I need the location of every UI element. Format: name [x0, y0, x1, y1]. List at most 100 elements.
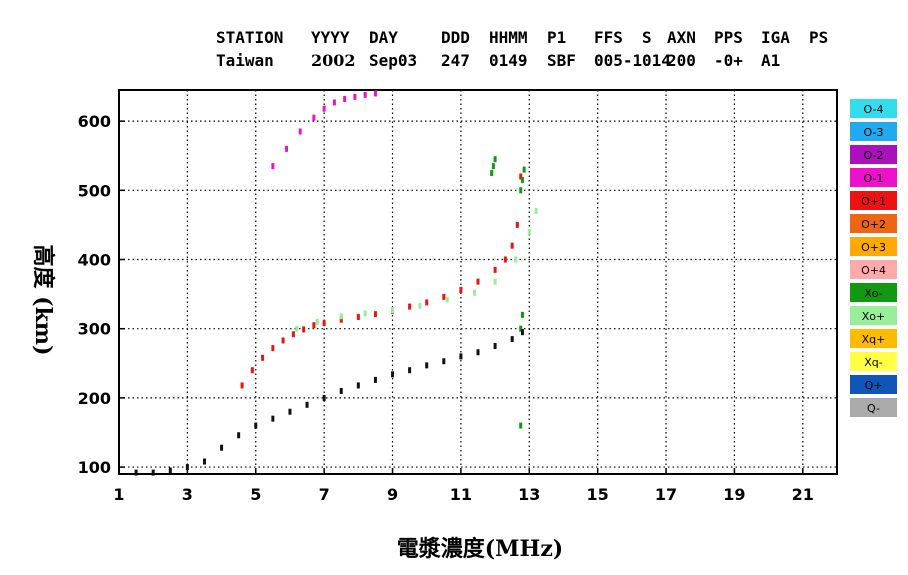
data-point — [510, 336, 514, 343]
data-point — [363, 91, 367, 98]
data-point — [271, 163, 275, 170]
data-point — [520, 311, 524, 318]
data-point — [295, 325, 299, 332]
legend-swatch — [850, 237, 897, 256]
y-ticks: 100 200 300 400 500 600 — [78, 112, 111, 477]
legend-swatch — [850, 375, 897, 394]
x-tick-label: 17 — [655, 485, 677, 504]
y-tick-label: 600 — [78, 112, 111, 131]
y-tick-label: 100 — [78, 458, 111, 477]
data-point — [493, 343, 497, 349]
data-point — [312, 322, 316, 329]
header-value: Taiwan — [216, 51, 274, 70]
header-label: P1 — [547, 28, 566, 47]
data-point — [339, 316, 343, 323]
data-point — [491, 163, 495, 170]
legend-label: O+2 — [861, 218, 886, 231]
legend-label: O-3 — [864, 126, 884, 139]
data-point — [459, 353, 463, 360]
header-label: IGA — [761, 28, 790, 47]
data-point — [202, 458, 206, 465]
data-point — [493, 156, 497, 163]
legend-swatch — [850, 260, 897, 279]
data-point — [271, 345, 275, 352]
y-tick-label: 200 — [78, 389, 111, 408]
data-point — [408, 367, 412, 374]
y-tick-label: 300 — [78, 320, 111, 339]
legend-swatch — [850, 214, 897, 233]
header-value: 014 — [642, 51, 671, 70]
data-point — [356, 313, 360, 320]
data-point — [522, 166, 526, 173]
legend-label: O-2 — [864, 149, 884, 162]
x-tick-label: 5 — [250, 485, 261, 504]
data-point — [305, 401, 309, 408]
x-tick-label: 21 — [792, 485, 814, 504]
x-tick-label: 3 — [182, 485, 193, 504]
legend-label: Xo- — [864, 287, 882, 300]
data-point — [520, 176, 524, 183]
x-tick-label: 15 — [587, 485, 609, 504]
data-point — [322, 320, 326, 327]
data-point — [391, 371, 395, 378]
header-value: 005-1 — [594, 51, 642, 70]
header-label: AXN — [667, 28, 696, 47]
data-point — [250, 367, 254, 374]
data-points — [134, 90, 538, 476]
header-value: Sep03 — [369, 51, 417, 70]
legend-swatch — [850, 329, 897, 348]
series-o-1 — [271, 90, 377, 170]
header-value: SBF — [547, 51, 576, 70]
data-point — [442, 358, 446, 365]
header-label: PS — [809, 28, 828, 47]
x-tick-label: 1 — [113, 485, 124, 504]
data-point — [373, 376, 377, 383]
data-point — [520, 329, 524, 336]
data-point — [291, 331, 295, 338]
data-point — [519, 422, 523, 429]
header-label: FFS — [594, 28, 623, 47]
data-point — [281, 337, 285, 344]
data-point — [425, 362, 429, 369]
data-point — [298, 128, 302, 135]
x-tick-label: 9 — [387, 485, 398, 504]
header-value: -0+ — [714, 51, 743, 70]
data-point — [339, 313, 343, 320]
header-label: DAY — [369, 28, 398, 47]
series-xo- — [295, 208, 538, 332]
data-point — [391, 307, 395, 314]
data-point — [519, 325, 523, 332]
header-value: 200 — [667, 51, 696, 70]
data-point — [373, 311, 377, 318]
y-axis-title: 高度 (km) — [30, 245, 56, 356]
x-axis-title: 電漿濃度(MHz) — [397, 536, 563, 562]
data-point — [503, 256, 507, 263]
legend-label: O+1 — [861, 195, 886, 208]
data-point — [534, 208, 538, 215]
data-point — [151, 469, 155, 476]
data-point — [356, 382, 360, 389]
data-point — [332, 99, 336, 106]
data-point — [515, 221, 519, 228]
legend-label: O-1 — [864, 172, 884, 185]
data-point — [220, 444, 224, 451]
data-point — [490, 170, 494, 177]
grid — [118, 90, 837, 474]
x-tick-label: 19 — [723, 485, 745, 504]
header-label: YYYY — [311, 28, 350, 47]
data-point — [254, 422, 258, 429]
legend: O-4 O-3 O-2 O-1 O+1 O+2 O+3 O+4 Xo- Xo+ Xq+ Xq- Q+ Q- — [850, 99, 897, 417]
x-ticks: 1 3 5 7 9 11 13 15 17 19 21 — [113, 485, 814, 504]
y-tick-label: 500 — [78, 181, 111, 200]
data-point — [442, 293, 446, 300]
data-point — [240, 382, 244, 389]
data-point — [185, 464, 189, 471]
data-point — [315, 318, 319, 325]
data-point — [339, 387, 343, 394]
legend-label: Xq+ — [862, 333, 886, 346]
header-row-1: STATION YYYY DAY DDD HHMM P1 FFS S AXN PPS IGA PS — [216, 28, 828, 47]
data-point — [493, 278, 497, 285]
header-value: 247 — [441, 51, 470, 70]
